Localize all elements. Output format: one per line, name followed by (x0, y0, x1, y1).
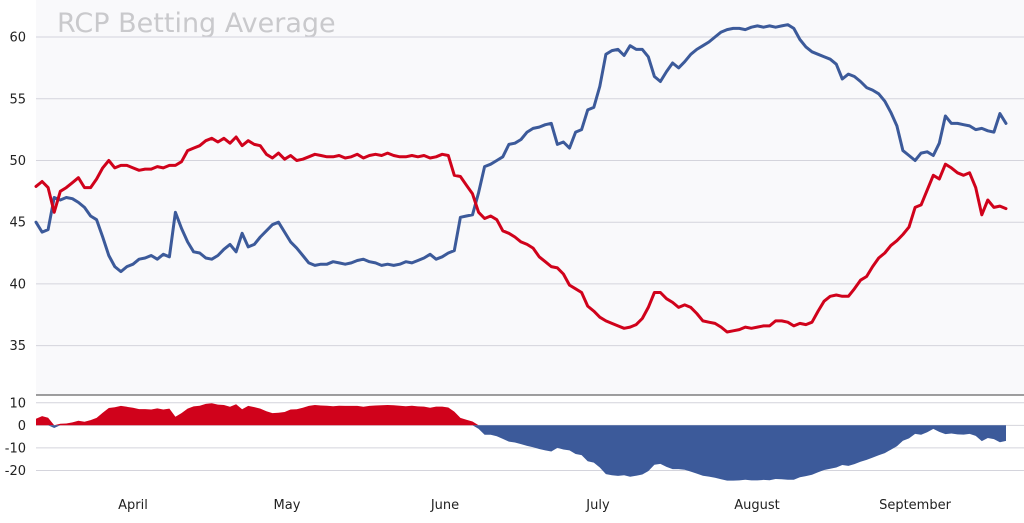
main-gridlines (36, 36, 1024, 347)
x-month-label: July (585, 498, 610, 513)
main-plot-background (36, 0, 1024, 395)
blue-series-line (34, 23, 1008, 274)
chart-title: RCP Betting Average (57, 8, 336, 39)
main-series-group (34, 23, 1008, 334)
red-series-line (34, 135, 1008, 334)
spread-y-tick-label: -10 (5, 441, 26, 456)
x-axis-months: April May June July August September (118, 498, 951, 513)
main-y-tick-label: 45 (9, 216, 26, 231)
x-month-label: September (879, 498, 952, 513)
spread-y-tick-label: 0 (18, 419, 26, 434)
main-y-tick-label: 40 (9, 277, 26, 292)
main-y-tick-label: 50 (9, 154, 26, 169)
main-y-tick-label: 35 (9, 339, 26, 354)
x-month-label: August (734, 498, 780, 513)
main-y-tick-label: 55 (9, 92, 26, 107)
x-month-label: May (274, 498, 301, 513)
main-y-tick-label: 60 (9, 31, 26, 46)
spread-positive-area (36, 403, 1006, 426)
x-month-label: June (430, 498, 459, 513)
spread-y-tick-label: 10 (9, 396, 26, 411)
spread-y-axis: 10 0 -10 -20 (5, 396, 26, 479)
main-y-axis: 35 40 45 50 55 60 (9, 31, 26, 355)
spread-area-group (36, 403, 1006, 481)
spread-y-tick-label: -20 (5, 464, 26, 479)
spread-negative-area (36, 425, 1006, 481)
x-month-label: April (118, 498, 148, 513)
